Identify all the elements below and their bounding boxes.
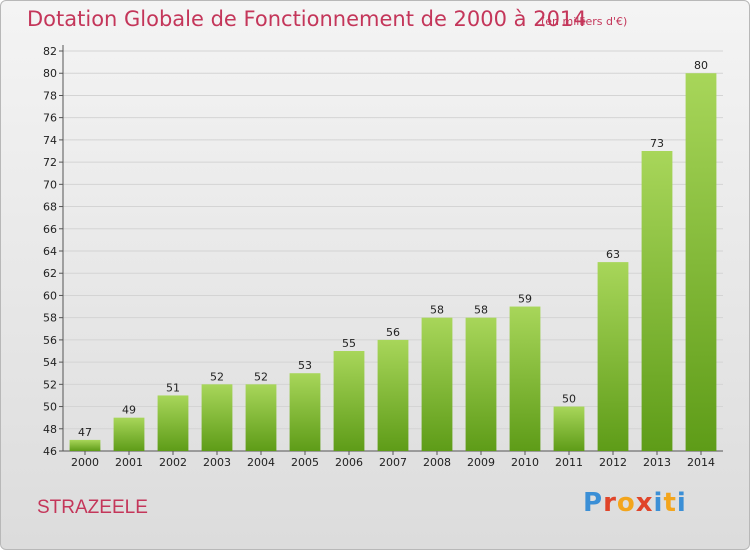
data-label: 73 bbox=[650, 137, 664, 150]
x-tick-label: 2011 bbox=[555, 456, 583, 469]
bar-2008 bbox=[421, 317, 453, 451]
x-tick-label: 2000 bbox=[71, 456, 99, 469]
logo-letter: P bbox=[583, 488, 604, 518]
bar-2012 bbox=[597, 262, 629, 451]
y-tick-label: 62 bbox=[43, 267, 57, 280]
y-tick-label: 68 bbox=[43, 201, 57, 214]
y-tick-label: 76 bbox=[43, 112, 57, 125]
x-tick-label: 2008 bbox=[423, 456, 451, 469]
y-tick-label: 58 bbox=[43, 312, 57, 325]
x-tick-label: 2014 bbox=[687, 456, 715, 469]
data-label: 50 bbox=[562, 393, 576, 406]
y-tick-label: 46 bbox=[43, 445, 57, 458]
x-tick-label: 2012 bbox=[599, 456, 627, 469]
proxiti-logo[interactable]: Proxiti bbox=[583, 488, 687, 518]
chart-title: Dotation Globale de Fonctionnement de 20… bbox=[27, 7, 587, 31]
x-tick-label: 2009 bbox=[467, 456, 495, 469]
data-label: 58 bbox=[474, 304, 488, 317]
logo-letter: t bbox=[663, 488, 677, 518]
axes: 46 48 50 52 54 56 58 60 62 64 66 68 70 72 74 76 78 80 82 20… bbox=[43, 45, 723, 469]
x-tick-label: 2002 bbox=[159, 456, 187, 469]
y-tick-label: 78 bbox=[43, 89, 57, 102]
data-label: 80 bbox=[694, 59, 708, 72]
data-label: 49 bbox=[122, 404, 136, 417]
logo-letter: i bbox=[676, 488, 687, 518]
bar-2007 bbox=[377, 339, 409, 451]
data-label: 63 bbox=[606, 248, 620, 261]
y-tick-label: 54 bbox=[43, 356, 57, 369]
data-label: 56 bbox=[386, 326, 400, 339]
y-tick-label: 50 bbox=[43, 401, 57, 414]
x-tick-label: 2006 bbox=[335, 456, 363, 469]
y-tick-label: 66 bbox=[43, 223, 57, 236]
bar-2013 bbox=[641, 151, 673, 451]
y-tick-label: 74 bbox=[43, 134, 57, 147]
data-label: 52 bbox=[210, 370, 224, 383]
bars bbox=[69, 73, 717, 451]
y-tick-label: 70 bbox=[43, 178, 57, 191]
x-tick-label: 2003 bbox=[203, 456, 231, 469]
x-tick-label: 2007 bbox=[379, 456, 407, 469]
bar-2014 bbox=[685, 73, 717, 451]
data-label: 51 bbox=[166, 381, 180, 394]
bar-2010 bbox=[509, 306, 541, 451]
bar-2002 bbox=[157, 395, 189, 451]
bar-2011 bbox=[553, 406, 585, 451]
y-tick-label: 72 bbox=[43, 156, 57, 169]
y-tick-label: 56 bbox=[43, 334, 57, 347]
bar-2005 bbox=[289, 373, 321, 451]
y-tick-label: 80 bbox=[43, 67, 57, 80]
data-label: 58 bbox=[430, 304, 444, 317]
logo-letter: r bbox=[603, 488, 617, 518]
x-tick-label: 2013 bbox=[643, 456, 671, 469]
bar-2000 bbox=[69, 439, 101, 451]
data-label: 55 bbox=[342, 337, 356, 350]
y-tick-label: 60 bbox=[43, 289, 57, 302]
data-labels: 47 49 51 52 52 53 55 56 58 58 59 50 63 73 80 bbox=[78, 59, 708, 439]
data-label: 59 bbox=[518, 293, 532, 306]
data-label: 52 bbox=[254, 370, 268, 383]
x-tick-label: 2004 bbox=[247, 456, 275, 469]
y-tick-label: 64 bbox=[43, 245, 57, 258]
x-tick-label: 2001 bbox=[115, 456, 143, 469]
bar-2004 bbox=[245, 384, 277, 451]
x-tick-label: 2010 bbox=[511, 456, 539, 469]
data-label: 53 bbox=[298, 359, 312, 372]
city-name: STRAZEELE bbox=[37, 497, 148, 518]
y-tick-label: 52 bbox=[43, 378, 57, 391]
x-tick-label: 2005 bbox=[291, 456, 319, 469]
bar-2006 bbox=[333, 351, 365, 451]
bar-2001 bbox=[113, 417, 145, 451]
y-tick-label: 48 bbox=[43, 423, 57, 436]
bar-2003 bbox=[201, 384, 233, 451]
logo-letter: o bbox=[616, 488, 636, 518]
y-tick-label: 82 bbox=[43, 45, 57, 58]
chart-subtitle: (en milliers d'€) bbox=[541, 15, 628, 28]
data-label: 47 bbox=[78, 426, 92, 439]
bar-2009 bbox=[465, 317, 497, 451]
logo-letter: i bbox=[653, 488, 664, 518]
logo-letter: x bbox=[635, 488, 654, 518]
